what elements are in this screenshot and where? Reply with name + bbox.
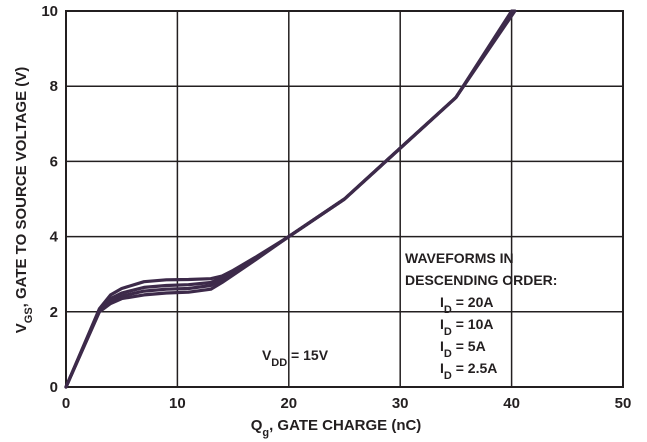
- x-tick-label: 20: [280, 395, 297, 412]
- y-tick-label: 8: [50, 78, 58, 95]
- legend-entry: ID = 2.5A: [440, 360, 497, 382]
- x-axis-title: Qg, GATE CHARGE (nC): [251, 417, 422, 439]
- x-tick-label: 0: [62, 395, 70, 412]
- y-tick-label: 6: [50, 153, 58, 170]
- y-tick-label: 10: [41, 3, 58, 20]
- legend-entry: ID = 10A: [440, 316, 493, 338]
- vdd-annotation: VDD = 15V: [262, 347, 329, 369]
- x-tick-label: 10: [169, 395, 186, 412]
- tick-labels: 0 10 20 30 40 50 0 2 4 6 8 10: [41, 3, 631, 412]
- y-tick-label: 0: [50, 379, 58, 396]
- x-tick-label: 40: [503, 395, 520, 412]
- series-line: [64, 9, 514, 389]
- legend: WAVEFORMS IN DESCENDING ORDER: ID = 20AI…: [405, 250, 557, 382]
- y-tick-label: 2: [50, 304, 58, 321]
- plot-frame: [65, 10, 624, 388]
- legend-entry: ID = 20A: [440, 294, 493, 316]
- legend-title-line2: DESCENDING ORDER:: [405, 272, 557, 288]
- legend-title-line1: WAVEFORMS IN: [405, 250, 514, 266]
- x-tick-label: 30: [392, 395, 409, 412]
- series-group: [64, 9, 517, 389]
- x-tick-label: 50: [615, 395, 632, 412]
- y-axis-title: VGS, GATE TO SOURCE VOLTAGE (V): [13, 67, 35, 334]
- legend-entry: ID = 5A: [440, 338, 486, 360]
- y-tick-label: 4: [50, 229, 59, 246]
